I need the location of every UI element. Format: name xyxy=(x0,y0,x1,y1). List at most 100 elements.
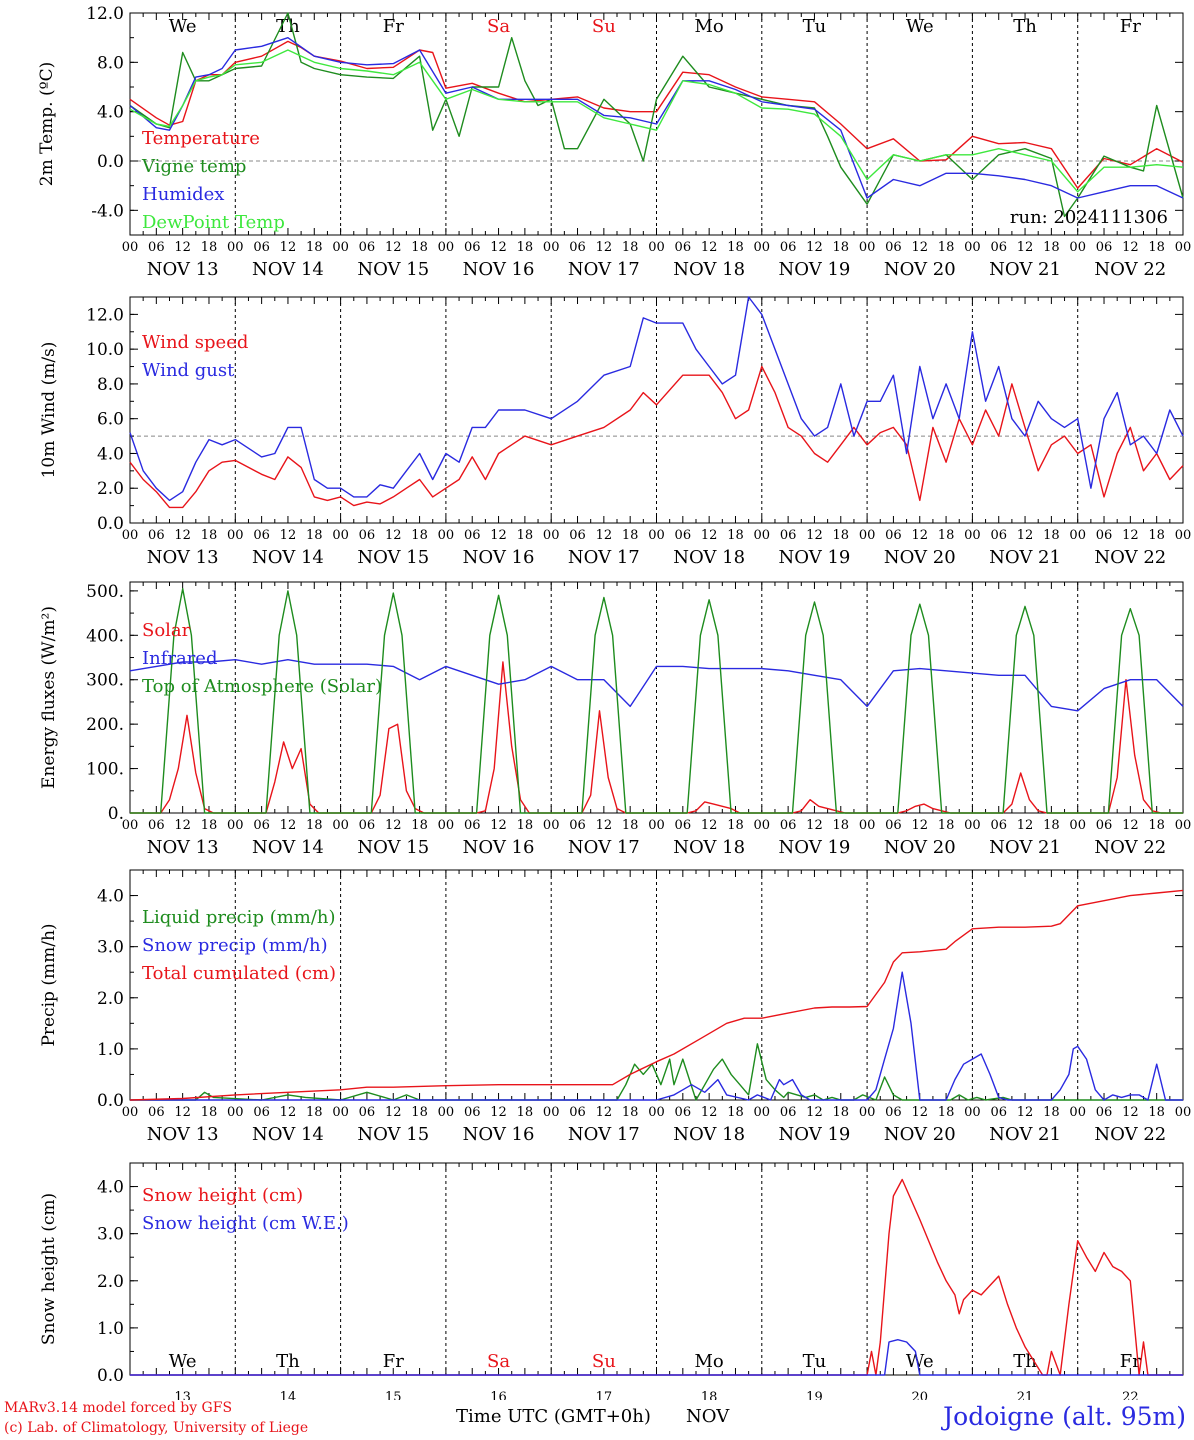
y-tick-label: 6.0 xyxy=(97,410,124,430)
date-label: NOV 21 xyxy=(989,837,1061,858)
hour-tick-label: 12 xyxy=(280,528,297,543)
hour-tick-label: 00 xyxy=(964,1105,981,1120)
series-line-vigne-temp xyxy=(129,12,1184,218)
hour-tick-label: 06 xyxy=(1096,528,1113,543)
date-label: NOV 17 xyxy=(568,837,640,858)
hour-tick-label: 12 xyxy=(806,240,823,255)
hour-tick-label: 12 xyxy=(490,1105,507,1120)
weekday-label: Sa xyxy=(487,16,510,37)
hour-tick-label: 00 xyxy=(859,528,876,543)
hour-tick-label: 18 xyxy=(727,1105,744,1120)
panel-3: 00 06 12 18 NOV 13 00 06 12 18 NOV 14 00 06 12 18 NOV … xyxy=(39,581,1191,858)
date-label: NOV 22 xyxy=(1094,837,1166,858)
weekday-label: Mo xyxy=(695,1351,724,1372)
hour-tick-label: 12 xyxy=(596,818,613,833)
day-number-label: 17 xyxy=(596,1390,613,1400)
hour-tick-label: 12 xyxy=(1122,1105,1139,1120)
hour-tick-label: 06 xyxy=(359,1105,376,1120)
y-tick-label: -4.0 xyxy=(91,201,124,221)
hour-tick-label: 12 xyxy=(1017,818,1034,833)
date-label: NOV 14 xyxy=(252,1124,324,1145)
weekday-label: We xyxy=(169,1351,197,1372)
hour-tick-label: 18 xyxy=(938,1105,955,1120)
hour-tick-label: 18 xyxy=(622,1105,639,1120)
y-tick-label: 4.0 xyxy=(97,444,124,464)
hour-tick-label: 06 xyxy=(675,528,692,543)
hour-tick-label: 00 xyxy=(964,240,981,255)
hour-tick-label: 06 xyxy=(569,240,586,255)
hour-tick-label: 12 xyxy=(174,528,191,543)
hour-tick-label: 18 xyxy=(622,528,639,543)
series-line-wind-speed xyxy=(129,365,1184,509)
hour-tick-label: 00 xyxy=(122,240,139,255)
hour-tick-label: 18 xyxy=(411,818,428,833)
legend-entry: Snow height (cm W.E.) xyxy=(142,1213,349,1234)
legend-entry: Humidex xyxy=(142,184,224,205)
weekday-label: Su xyxy=(592,1351,616,1372)
series-line-temperature xyxy=(129,40,1184,189)
date-label: NOV 15 xyxy=(357,1124,429,1145)
y-axis-label: Energy fluxes (W/m²) xyxy=(39,606,59,789)
hour-tick-label: 18 xyxy=(938,240,955,255)
date-label: NOV 13 xyxy=(147,837,219,858)
y-tick-label: 3.0 xyxy=(97,938,124,958)
hour-tick-label: 00 xyxy=(1069,240,1086,255)
hour-tick-label: 12 xyxy=(385,240,402,255)
hour-tick-label: 12 xyxy=(596,1105,613,1120)
weekday-label: Fr xyxy=(383,16,404,37)
date-label: NOV 15 xyxy=(357,837,429,858)
series-line-top-of-atmosphere-solar- xyxy=(130,588,1183,814)
hour-tick-label: 06 xyxy=(253,818,270,833)
legend-entry: Wind speed xyxy=(142,332,248,353)
y-tick-label: 0.0 xyxy=(97,152,124,172)
hour-tick-label: 18 xyxy=(411,528,428,543)
weekday-label: We xyxy=(906,1351,934,1372)
hour-tick-label: 12 xyxy=(1017,528,1034,543)
hour-tick-label: 18 xyxy=(1043,528,1060,543)
day-number-label: 19 xyxy=(806,1390,823,1400)
hour-tick-label: 18 xyxy=(517,528,534,543)
meteogram-svg: 00 06 12 18 NOV 13 00 06 12 18 NOV 14 00 06 12 18 NOV … xyxy=(37,4,1192,1405)
hour-tick-label: 00 xyxy=(859,240,876,255)
hour-tick-label: 18 xyxy=(306,818,323,833)
weekday-label: We xyxy=(906,16,934,37)
hour-tick-label: 12 xyxy=(1122,818,1139,833)
weekday-label: Su xyxy=(592,16,616,37)
hour-tick-label: 06 xyxy=(569,1105,586,1120)
hour-tick-label: 06 xyxy=(253,1105,270,1120)
hour-tick-label: 00 xyxy=(1175,528,1192,543)
legend-entry: Snow precip (mm/h) xyxy=(142,935,328,956)
day-number-label: 18 xyxy=(701,1390,718,1400)
hour-tick-label: 18 xyxy=(517,240,534,255)
date-label: NOV 20 xyxy=(884,1124,956,1145)
hour-tick-label: 12 xyxy=(385,818,402,833)
panel-4: 00 06 12 18 NOV 13 00 06 12 18 NOV 14 00 06 12 18 NOV … xyxy=(39,869,1191,1145)
date-label: NOV 18 xyxy=(673,1124,745,1145)
y-tick-label: 300. xyxy=(86,671,124,691)
hour-tick-label: 18 xyxy=(1043,240,1060,255)
hour-tick-label: 06 xyxy=(990,240,1007,255)
hour-tick-label: 18 xyxy=(306,528,323,543)
weekday-label: Th xyxy=(1013,16,1037,37)
hour-tick-label: 00 xyxy=(122,1105,139,1120)
date-label: NOV 21 xyxy=(989,259,1061,280)
hour-tick-label: 12 xyxy=(385,1105,402,1120)
hour-tick-label: 06 xyxy=(1096,1105,1113,1120)
hour-tick-label: 00 xyxy=(332,240,349,255)
hour-tick-label: 12 xyxy=(490,818,507,833)
hour-tick-label: 12 xyxy=(701,818,718,833)
hour-tick-label: 12 xyxy=(596,528,613,543)
legend-entry: Wind gust xyxy=(142,360,235,381)
hour-tick-label: 12 xyxy=(911,1105,928,1120)
hour-tick-label: 06 xyxy=(885,818,902,833)
hour-tick-label: 00 xyxy=(438,528,455,543)
hour-tick-label: 18 xyxy=(411,240,428,255)
hour-tick-label: 18 xyxy=(938,818,955,833)
hour-tick-label: 00 xyxy=(227,528,244,543)
hour-tick-label: 18 xyxy=(938,528,955,543)
hour-tick-label: 18 xyxy=(833,818,850,833)
hour-tick-label: 00 xyxy=(1069,818,1086,833)
hour-tick-label: 06 xyxy=(148,818,165,833)
hour-tick-label: 00 xyxy=(332,1105,349,1120)
